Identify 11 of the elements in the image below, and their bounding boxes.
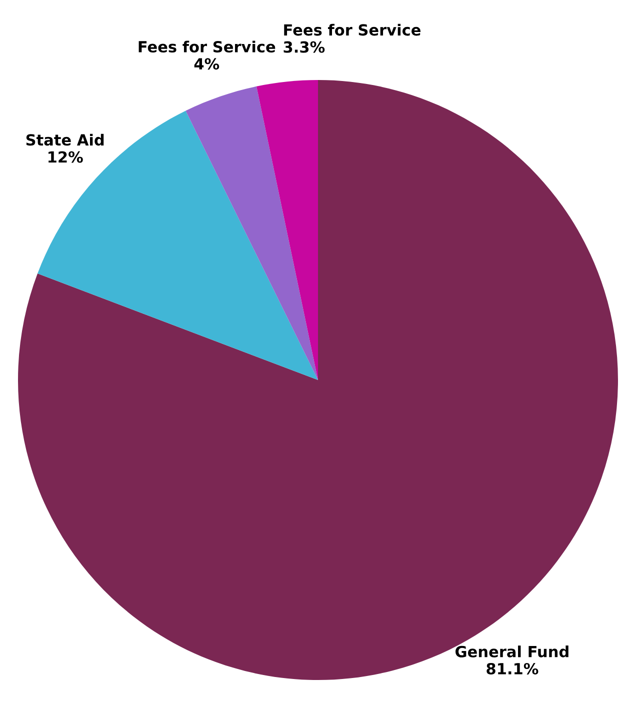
data-label: 12% bbox=[48, 151, 83, 163]
slice-label: State Aid bbox=[26, 134, 104, 146]
pie-slice bbox=[256, 80, 318, 380]
data-label: 81.1% bbox=[486, 662, 538, 674]
data-label: 4% bbox=[194, 58, 220, 70]
pie-slice bbox=[18, 80, 618, 680]
data-label: 3.3% bbox=[284, 41, 325, 53]
slice-label: Fees for Service bbox=[138, 40, 276, 53]
slice-label: Fees for Service bbox=[284, 24, 420, 36]
pie-slice bbox=[186, 86, 318, 380]
slice-label: General Fund bbox=[456, 646, 568, 658]
